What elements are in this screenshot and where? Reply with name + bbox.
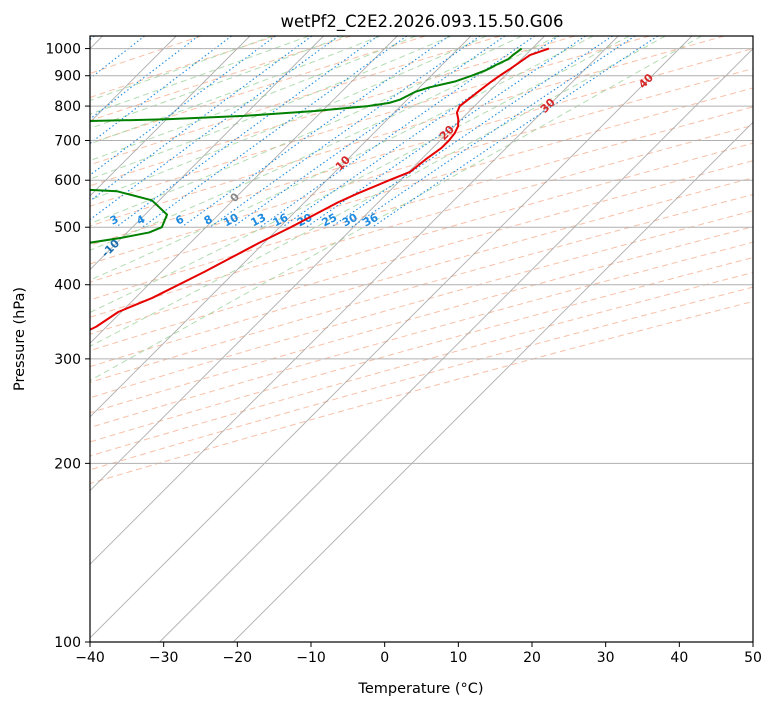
y-tick-label: 700 <box>54 133 81 149</box>
dry-adiabat <box>90 68 753 265</box>
x-tick-label: 20 <box>523 650 541 666</box>
moist-adiabat <box>90 36 558 251</box>
isotherm-line <box>90 36 472 418</box>
mixing-ratio-line <box>232 36 506 228</box>
mixing-ratio-line <box>90 36 199 120</box>
pressure-gridlines <box>90 48 753 642</box>
y-tick-label: 400 <box>54 278 81 294</box>
mixing-ratio-line <box>351 36 636 228</box>
y-tick-label: 200 <box>54 456 81 472</box>
mixing-ratio-line <box>142 36 408 228</box>
dry-adiabat <box>90 87 753 283</box>
y-tick-label: 800 <box>54 99 81 115</box>
isotherm-line <box>90 36 324 271</box>
moist-adiabat <box>90 36 594 281</box>
mixing-ratio-line <box>181 36 450 228</box>
mixing-ratio-label: 30 <box>340 211 360 230</box>
x-tick-label: 0 <box>380 650 389 666</box>
isotherm-line <box>232 121 753 642</box>
y-axis: 100 200 300 400 500 600 700 800 900 1000 <box>45 42 90 651</box>
moist-adiabat <box>90 36 702 382</box>
mixing-ratio-label: 16 <box>271 211 291 230</box>
dry-adiabat <box>90 124 753 318</box>
mixing-ratio-line <box>90 36 339 221</box>
dry-adiabat <box>90 36 650 207</box>
mixing-ratio-labels: 0.10.20.40.611.52346810131620253036 <box>108 211 381 230</box>
x-tick-label: 30 <box>597 650 615 666</box>
moist-adiabat <box>90 36 416 162</box>
x-axis-label: Temperature (°C) <box>357 681 483 697</box>
moist-adiabat <box>90 36 345 130</box>
plot-frame <box>89 35 754 643</box>
x-tick-label: −30 <box>149 650 179 666</box>
moist-adiabat <box>90 36 666 347</box>
mixing-ratio-label: 36 <box>361 211 381 230</box>
mixing-ratio-line <box>209 36 481 228</box>
dry-adiabat <box>90 106 753 301</box>
x-tick-label: 50 <box>744 650 762 666</box>
dewpoint-profile <box>90 47 523 244</box>
moist-adiabat <box>90 36 309 115</box>
x-axis: −40 −30 −20 −10 0 10 20 30 40 50 <box>75 642 762 666</box>
y-tick-label: 900 <box>54 69 81 85</box>
dry-adiabat <box>90 36 501 166</box>
mixing-ratio-label: 25 <box>320 211 340 230</box>
dry-adiabat <box>90 271 753 457</box>
dry-adiabat <box>90 241 753 429</box>
dry-adiabat <box>90 36 725 227</box>
isotherm-line <box>90 36 619 565</box>
isotherm-line <box>90 36 398 344</box>
y-tick-label: 500 <box>54 220 81 236</box>
mixing-ratio-label: 10 <box>221 211 241 230</box>
temperature-profile <box>90 47 550 331</box>
isotherm-line <box>90 36 545 492</box>
dry-adiabat <box>90 142 753 335</box>
x-tick-label: −10 <box>296 650 326 666</box>
x-tick-label: −20 <box>223 650 253 666</box>
x-tick-label: 10 <box>449 650 467 666</box>
mixing-ratio-line <box>281 36 560 228</box>
isotherm-line <box>90 36 693 639</box>
moist-adiabat <box>90 36 523 225</box>
isotherm-line <box>159 47 753 642</box>
dry-adiabat <box>90 226 753 414</box>
dry-adiabat <box>90 36 277 99</box>
y-tick-label: 600 <box>54 173 81 189</box>
y-tick-label: 100 <box>54 635 81 651</box>
isotherm-line <box>90 36 251 197</box>
dry-adiabat <box>90 300 753 484</box>
dry-adiabat <box>90 36 426 144</box>
chart-title: wetPf2_C2E2.2026.093.15.50.G06 <box>280 12 563 32</box>
profiles <box>90 47 550 331</box>
x-tick-label: 40 <box>670 650 688 666</box>
x-tick-label: −40 <box>75 650 105 666</box>
mixing-ratio-line <box>330 36 613 228</box>
mixing-ratio-label: 13 <box>249 211 269 230</box>
y-tick-label: 300 <box>54 352 81 368</box>
y-tick-label: 1000 <box>45 42 81 58</box>
y-axis-label: Pressure (hPa) <box>12 287 28 391</box>
